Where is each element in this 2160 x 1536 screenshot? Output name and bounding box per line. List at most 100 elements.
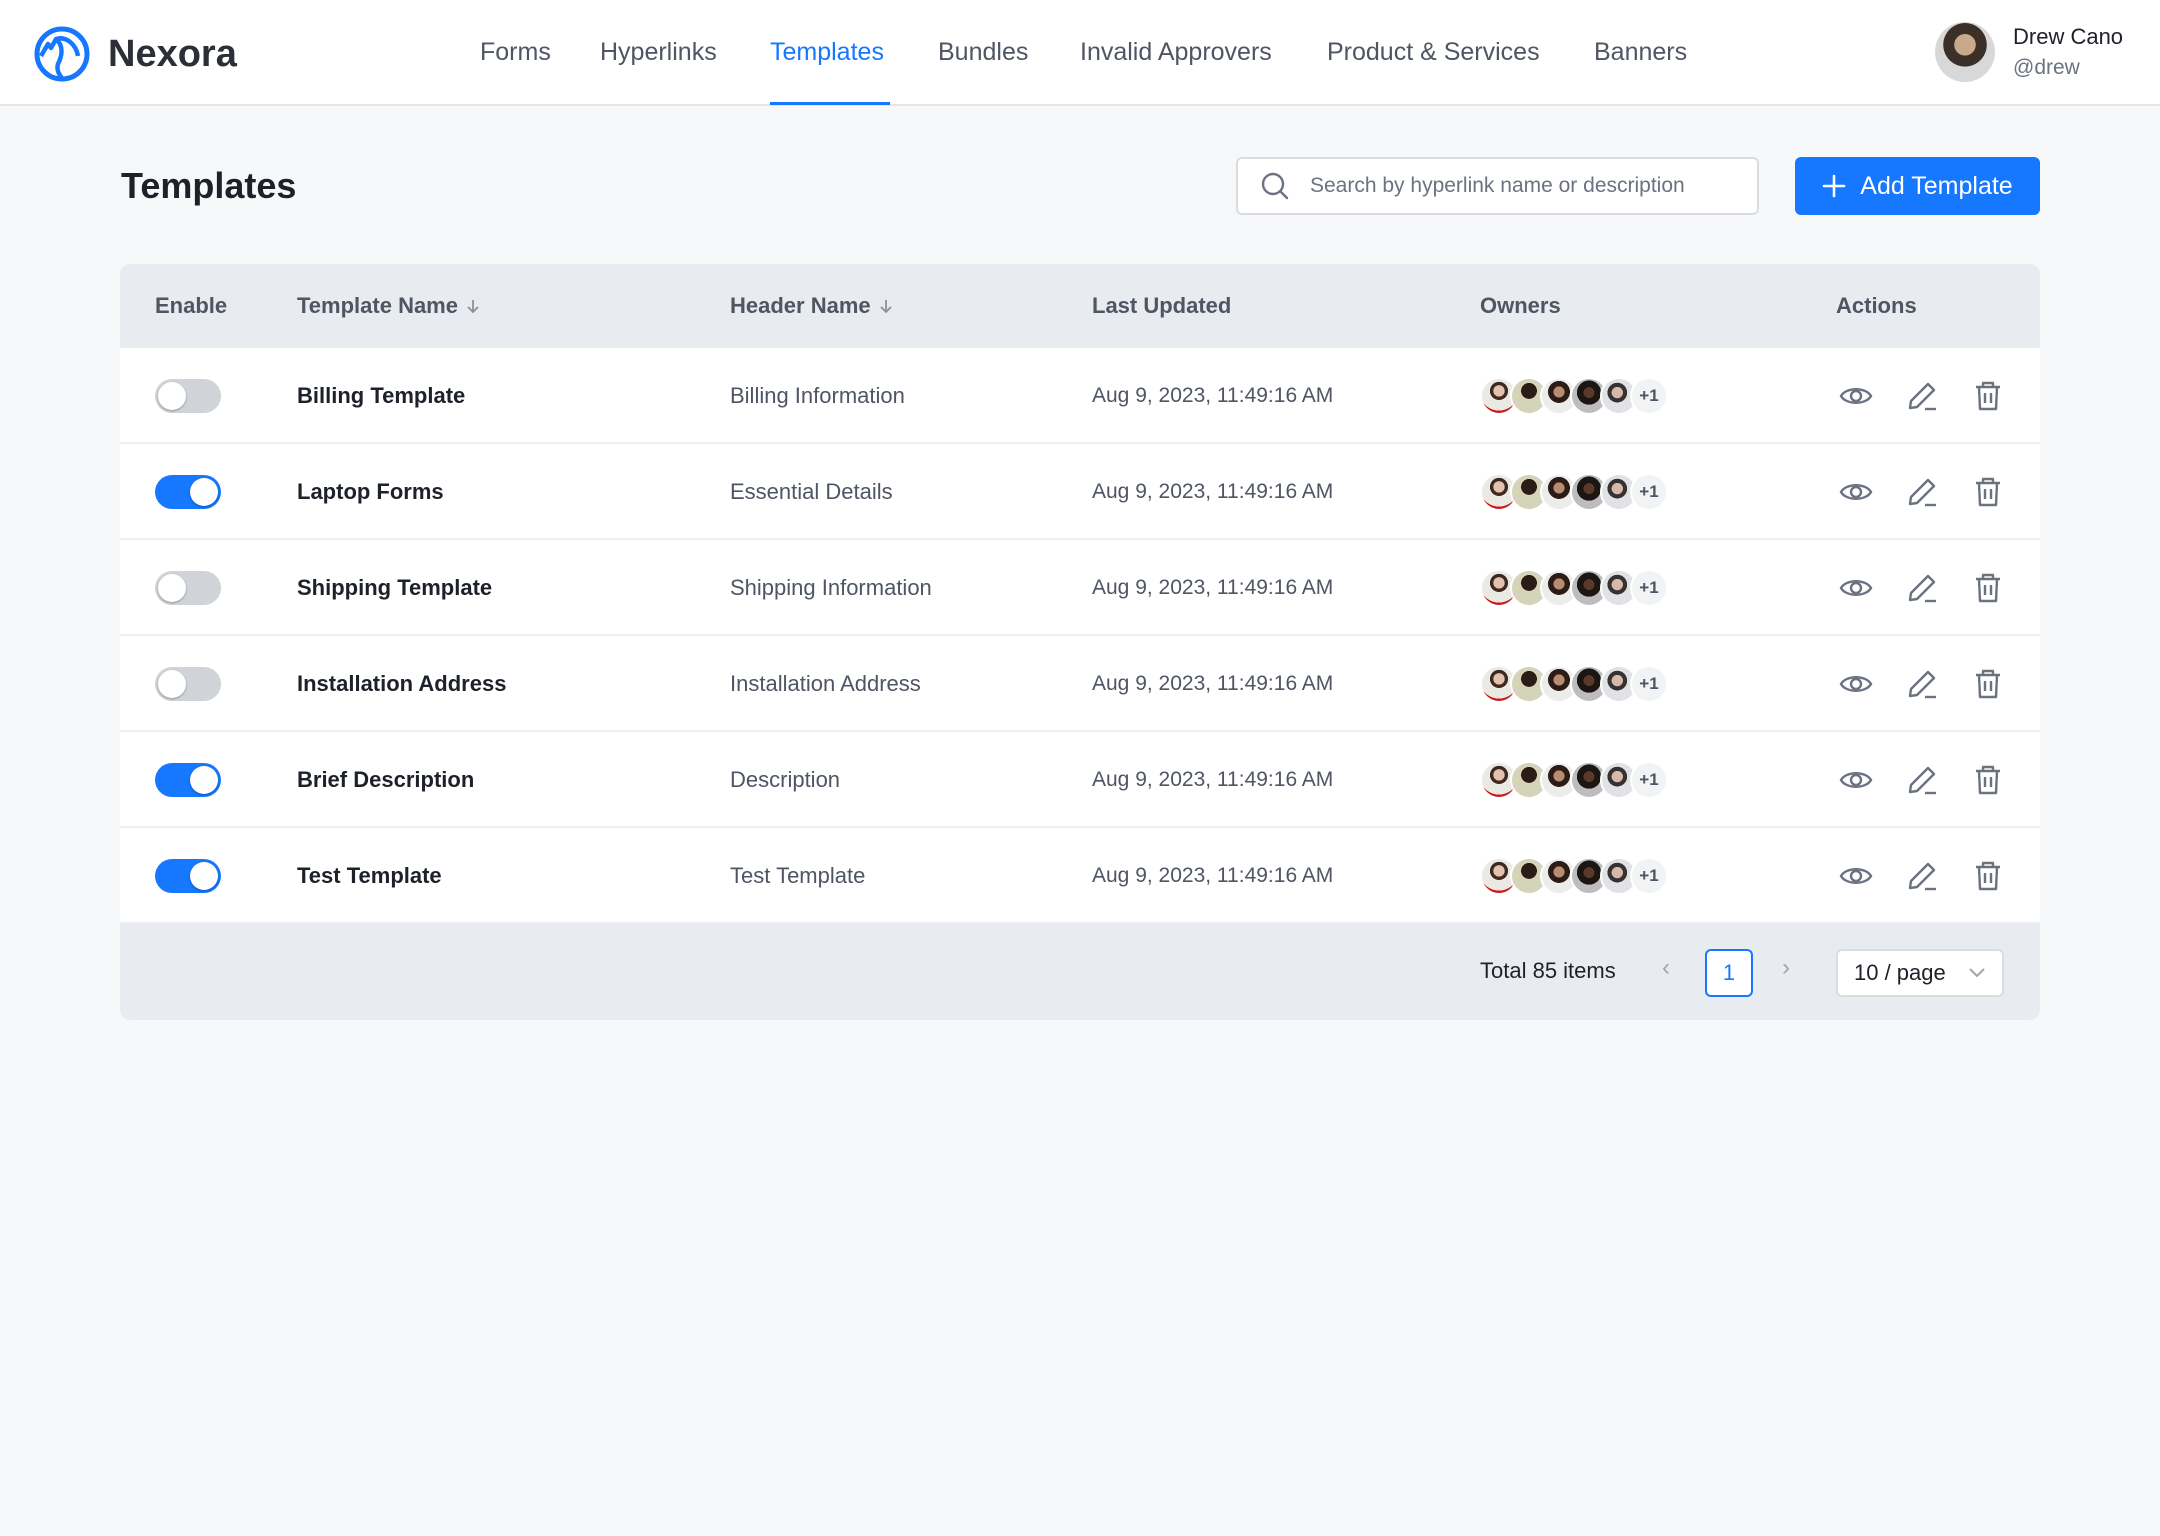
search-box[interactable]	[1236, 157, 1759, 215]
top-navbar: Nexora Forms Hyperlinks Templates Bundles In…	[0, 0, 2160, 106]
column-header-enable: Enable	[155, 293, 227, 319]
pencil-icon[interactable]	[1904, 762, 1940, 798]
more-owners-badge: +1	[1630, 569, 1668, 607]
template-name: Test Template	[297, 863, 442, 888]
enable-toggle[interactable]	[155, 571, 221, 605]
pencil-icon[interactable]	[1904, 570, 1940, 606]
nav-forms[interactable]: Forms	[480, 38, 551, 66]
user-name: Drew Cano	[2013, 24, 2124, 49]
table-header: Enable Template Name Header Name Last Updat…	[120, 264, 2040, 348]
column-header-last-updated: Last Updated	[1092, 293, 1231, 319]
last-updated: Aug 9, 2023, 11:49:16 AM	[1092, 480, 1334, 503]
plus-icon	[1822, 174, 1846, 198]
avatar[interactable]	[1935, 22, 1995, 82]
eye-icon[interactable]	[1838, 858, 1874, 894]
table-row: Laptop Forms Essential Details Aug 9, 2023…	[120, 444, 2040, 540]
template-name: Installation Address	[297, 671, 507, 696]
last-updated: Aug 9, 2023, 11:49:16 AM	[1092, 672, 1334, 695]
nav-templates[interactable]: Templates	[770, 38, 884, 66]
header-name: Description	[730, 767, 841, 792]
trash-icon[interactable]	[1970, 666, 2006, 702]
table-row: Shipping Template Shipping Information Aug…	[120, 540, 2040, 636]
page-size-select[interactable]: 10 / page	[1836, 949, 2004, 997]
more-owners-badge: +1	[1630, 761, 1668, 799]
nav-banners[interactable]: Banners	[1594, 38, 1688, 66]
pencil-icon[interactable]	[1904, 474, 1940, 510]
brand-logo[interactable]: Nexora	[34, 26, 237, 82]
last-updated: Aug 9, 2023, 11:49:16 AM	[1092, 768, 1334, 791]
nav-bundles[interactable]: Bundles	[938, 38, 1029, 66]
trash-icon[interactable]	[1970, 378, 2006, 414]
pencil-icon[interactable]	[1904, 666, 1940, 702]
trash-icon[interactable]	[1970, 474, 2006, 510]
more-owners-badge: +1	[1630, 377, 1668, 415]
logo-icon	[34, 26, 90, 82]
header-name: Essential Details	[730, 479, 893, 504]
template-name: Laptop Forms	[297, 479, 444, 504]
owners-group[interactable]: +1	[1480, 857, 1668, 895]
search-input[interactable]	[1310, 174, 1730, 198]
user-profile[interactable]: Drew Cano @drew	[1935, 22, 2123, 82]
owners-group[interactable]: +1	[1480, 761, 1668, 799]
owner-avatar	[1540, 377, 1578, 415]
enable-toggle[interactable]	[155, 763, 221, 797]
enable-toggle[interactable]	[155, 859, 221, 893]
eye-icon[interactable]	[1838, 378, 1874, 414]
template-name: Brief Description	[297, 767, 475, 792]
sort-arrow-icon[interactable]	[879, 298, 893, 314]
nav-hyperlinks[interactable]: Hyperlinks	[600, 38, 717, 66]
template-name: Billing Template	[297, 383, 466, 408]
table-footer: Total 85 items ‹ 1 › 10 / page	[120, 924, 2040, 1020]
sort-arrow-icon[interactable]	[466, 298, 480, 314]
column-header-actions: Actions	[1836, 293, 1917, 319]
nav-invalid-approvers[interactable]: Invalid Approvers	[1080, 38, 1272, 66]
user-handle: @drew	[2013, 56, 2080, 79]
eye-icon[interactable]	[1838, 666, 1874, 702]
owners-group[interactable]: +1	[1480, 665, 1668, 703]
brand-name: Nexora	[108, 32, 237, 75]
owners-group[interactable]: +1	[1480, 377, 1668, 415]
header-name: Billing Information	[730, 383, 905, 408]
column-label: Enable	[155, 293, 228, 318]
trash-icon[interactable]	[1970, 762, 2006, 798]
last-updated: Aug 9, 2023, 11:49:16 AM	[1092, 384, 1334, 407]
owners-group[interactable]: +1	[1480, 473, 1668, 511]
templates-table: Enable Template Name Header Name Last Updat…	[120, 264, 2040, 1020]
next-page-button[interactable]: ›	[1782, 954, 1790, 981]
total-items: Total 85 items	[1480, 958, 1616, 983]
more-owners-badge: +1	[1630, 665, 1668, 703]
nav-product-services[interactable]: Product & Services	[1327, 38, 1540, 66]
column-header-header-name[interactable]: Header Name	[730, 293, 893, 319]
pencil-icon[interactable]	[1904, 378, 1940, 414]
enable-toggle[interactable]	[155, 475, 221, 509]
column-header-owners: Owners	[1480, 293, 1561, 319]
last-updated: Aug 9, 2023, 11:49:16 AM	[1092, 864, 1334, 887]
last-updated: Aug 9, 2023, 11:49:16 AM	[1092, 576, 1334, 599]
more-owners-badge: +1	[1630, 857, 1668, 895]
more-owners-badge: +1	[1630, 473, 1668, 511]
table-row: Test Template Test Template Aug 9, 2023, 1…	[120, 828, 2040, 924]
enable-toggle[interactable]	[155, 379, 221, 413]
trash-icon[interactable]	[1970, 570, 2006, 606]
pencil-icon[interactable]	[1904, 858, 1940, 894]
active-tab-indicator	[770, 102, 890, 105]
page-1-button[interactable]: 1	[1705, 949, 1753, 997]
owner-avatar	[1570, 761, 1608, 799]
column-label: Header Name	[730, 293, 871, 318]
eye-icon[interactable]	[1838, 570, 1874, 606]
trash-icon[interactable]	[1970, 858, 2006, 894]
enable-toggle[interactable]	[155, 667, 221, 701]
prev-page-button[interactable]: ‹	[1662, 954, 1670, 981]
eye-icon[interactable]	[1838, 474, 1874, 510]
column-header-template-name[interactable]: Template Name	[297, 293, 480, 319]
add-template-button[interactable]: Add Template	[1795, 157, 2040, 215]
header-name: Test Template	[730, 863, 866, 888]
column-label: Last Updated	[1092, 293, 1232, 318]
search-icon	[1261, 172, 1289, 200]
page-size-value: 10 / page	[1854, 960, 1946, 985]
template-name: Shipping Template	[297, 575, 493, 600]
column-label: Template Name	[297, 293, 458, 318]
owners-group[interactable]: +1	[1480, 569, 1668, 607]
eye-icon[interactable]	[1838, 762, 1874, 798]
add-template-label: Add Template	[1860, 171, 2013, 200]
